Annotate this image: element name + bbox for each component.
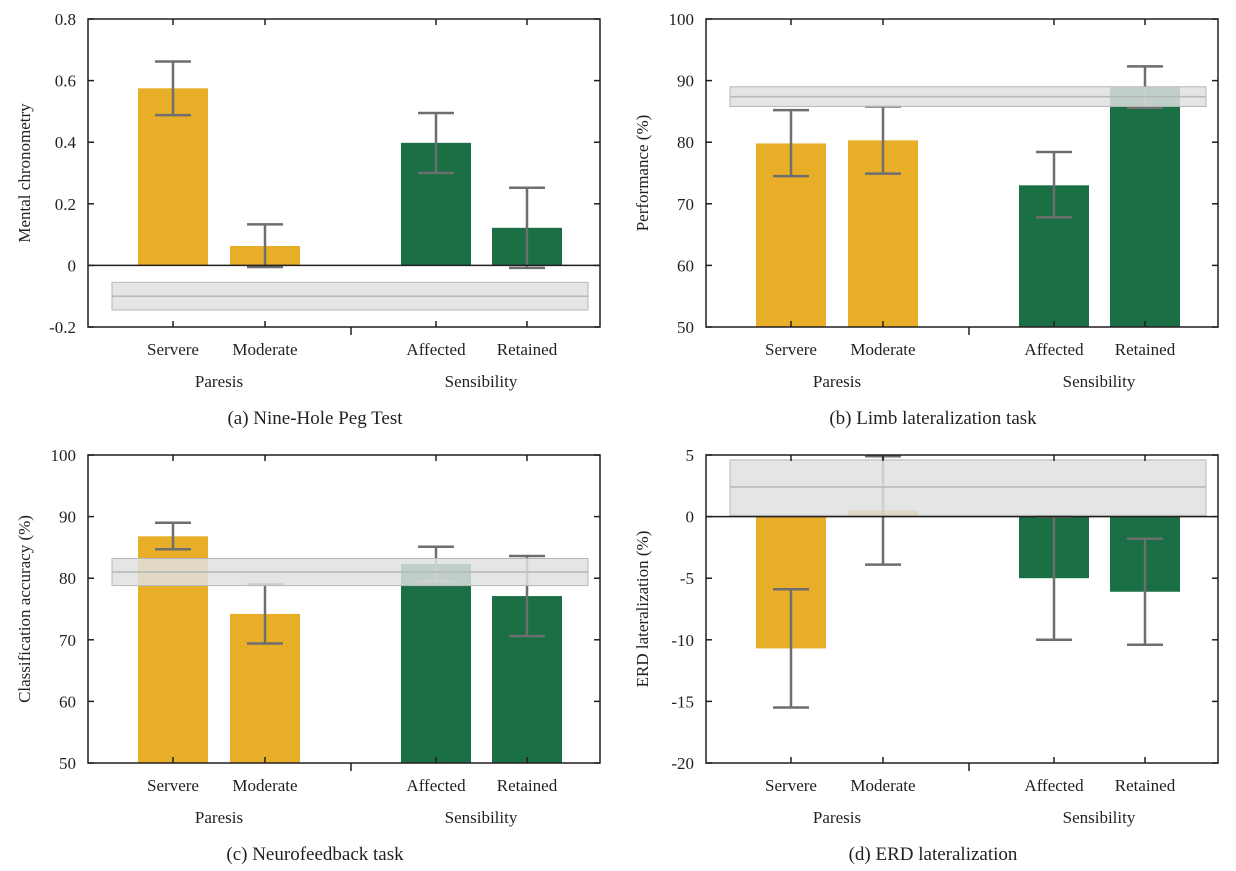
panel-b-limb-lateralization: 50 60 70 80 90 100 Servere Moderate Affected Reta… (618, 0, 1236, 435)
error-bar-servere (773, 588, 809, 709)
chart-neurofeedback: 50 60 70 80 90 100 Servere Moderate Affected Reta… (15, 446, 601, 865)
error-bar-servere (773, 108, 809, 178)
y-tick-label: 0.6 (55, 72, 76, 91)
x-tick-label-moderate: Moderate (850, 776, 915, 795)
y-tick-label: 0 (68, 256, 77, 275)
plot-frame (705, 18, 1219, 328)
panel-caption: (c) Neurofeedback task (226, 844, 404, 865)
y-tick-label: -15 (671, 692, 694, 711)
y-tick-label: -5 (680, 569, 694, 588)
bar-servere (138, 88, 208, 266)
x-tick-label-retained: Retained (497, 340, 558, 359)
error-bar-retained (509, 186, 545, 270)
panel-a-nine-hole-peg-test: -0.2 0 0.2 0.4 0.6 0.8 Servere Moderate Affected… (0, 0, 618, 435)
x-tick-label-moderate: Moderate (232, 776, 297, 795)
x-tick-label-servere: Servere (765, 340, 817, 359)
panel-c-neurofeedback: 50 60 70 80 90 100 Servere Moderate Affected Reta… (0, 436, 618, 871)
panel-caption: (a) Nine-Hole Peg Test (227, 408, 403, 429)
x-tick-label-servere: Servere (147, 776, 199, 795)
y-tick-label: -20 (671, 754, 694, 773)
plot-frame (87, 454, 601, 764)
y-tick-label: 100 (51, 446, 77, 465)
group-label-sensibility: Sensibility (1063, 372, 1136, 391)
group-label-paresis: Paresis (195, 372, 243, 391)
y-tick-label: 5 (686, 446, 695, 465)
y-tick-label: 70 (59, 631, 76, 650)
bar-affected (401, 564, 471, 763)
y-axis-label: Classification accuracy (%) (15, 515, 34, 703)
x-tick-label-affected: Affected (406, 340, 466, 359)
x-tick-label-affected: Affected (1024, 776, 1084, 795)
x-tick-label-servere: Servere (147, 340, 199, 359)
group-label-paresis: Paresis (195, 808, 243, 827)
x-tick-label-retained: Retained (1115, 340, 1176, 359)
x-tick-label-moderate: Moderate (232, 340, 297, 359)
y-tick-label: 80 (59, 569, 76, 588)
chart-nine-hole-peg-test: -0.2 0 0.2 0.4 0.6 0.8 Servere Moderate Affected… (15, 10, 601, 429)
x-tick-label-moderate: Moderate (850, 340, 915, 359)
error-bar-affected (418, 111, 454, 175)
error-bar-servere (155, 521, 191, 551)
error-bar-moderate (247, 223, 283, 269)
y-tick-label: 50 (677, 318, 694, 337)
bar-retained (1110, 87, 1180, 327)
group-label-sensibility: Sensibility (1063, 808, 1136, 827)
x-tick-label-affected: Affected (1024, 340, 1084, 359)
y-tick-label: -0.2 (49, 318, 76, 337)
y-tick-label: 80 (677, 133, 694, 152)
y-tick-label: 90 (677, 72, 694, 91)
y-tick-label: 70 (677, 195, 694, 214)
y-tick-label: 0.4 (55, 133, 77, 152)
x-tick-label-affected: Affected (406, 776, 466, 795)
y-tick-label: 60 (677, 256, 694, 275)
y-tick-label: 0 (686, 508, 695, 527)
error-bar-retained (1127, 537, 1163, 646)
panel-d-erd-lateralization: -20 -15 -10 -5 0 5 Servere Moderate Affected Reta… (618, 436, 1236, 871)
error-bar-servere (155, 60, 191, 117)
error-bar-affected (1036, 150, 1072, 219)
y-tick-label: -10 (671, 631, 694, 650)
plot-frame (705, 454, 1219, 764)
y-tick-label: 50 (59, 754, 76, 773)
group-label-sensibility: Sensibility (445, 808, 518, 827)
y-tick-label: 60 (59, 692, 76, 711)
y-axis-label: Mental chronometry (15, 103, 34, 243)
panel-caption: (d) ERD lateralization (849, 844, 1018, 865)
x-tick-label-servere: Servere (765, 776, 817, 795)
group-label-paresis: Paresis (813, 372, 861, 391)
x-tick-label-retained: Retained (497, 776, 558, 795)
group-label-sensibility: Sensibility (445, 372, 518, 391)
chart-erd-lateralization: -20 -15 -10 -5 0 5 Servere Moderate Affected Reta… (633, 446, 1219, 865)
panel-caption: (b) Limb lateralization task (829, 408, 1037, 429)
y-axis-label: ERD lateralization (%) (633, 531, 652, 688)
group-label-paresis: Paresis (813, 808, 861, 827)
y-tick-label: 0.2 (55, 195, 76, 214)
y-tick-label: 100 (669, 10, 695, 29)
y-tick-label: 90 (59, 508, 76, 527)
x-tick-label-retained: Retained (1115, 776, 1176, 795)
chart-limb-lateralization: 50 60 70 80 90 100 Servere Moderate Affected Reta… (633, 10, 1219, 429)
y-tick-label: 0.8 (55, 10, 76, 29)
plot-frame (87, 18, 601, 328)
y-axis-label: Performance (%) (633, 115, 652, 232)
